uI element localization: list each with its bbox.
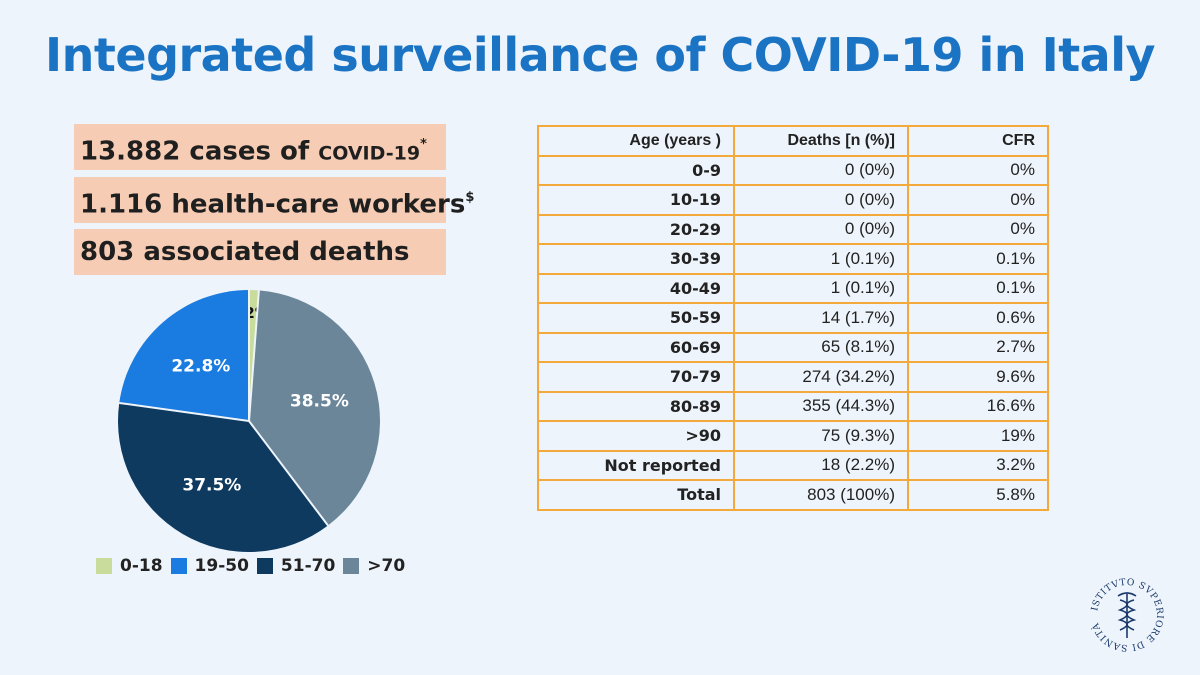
cell-cfr: 2.7% — [907, 331, 1049, 363]
legend-swatch — [170, 558, 187, 574]
pie-slice-51-70 — [117, 402, 328, 552]
cell-age: 50-59 — [537, 302, 735, 334]
table-row: >90 75 (9.3%) 19% — [537, 420, 1049, 452]
page-title: Integrated surveillance of COVID-19 in I… — [45, 28, 1155, 82]
cell-cfr: 0% — [907, 213, 1049, 245]
pie-separator — [119, 401, 250, 422]
cell-deaths: 18 (2.2%) — [733, 449, 909, 481]
cell-age: Not reported — [537, 449, 735, 481]
hcw-number: 1.116 — [80, 189, 163, 220]
cases-text: cases of — [189, 136, 310, 167]
table-row: Total 803 (100%) 5.8% — [537, 479, 1049, 511]
deaths-number: 803 — [80, 237, 135, 267]
cell-deaths: 274 (34.2%) — [733, 361, 909, 393]
cell-cfr: 19% — [907, 420, 1049, 452]
legend-item-51-70: 51-70 — [256, 556, 336, 576]
pie-separator — [248, 290, 260, 422]
iss-seal-logo: ISTITVTO SVPERIORE DI SANITÀ — [1089, 577, 1164, 653]
cell-cfr: 0% — [907, 154, 1049, 186]
cell-cfr: 0% — [907, 184, 1049, 216]
cell-age: 20-29 — [537, 213, 735, 245]
table-row: 0-9 0 (0%) 0% — [537, 154, 1049, 186]
cell-deaths: 0 (0%) — [733, 184, 909, 216]
cases-number: 13.882 — [80, 136, 181, 167]
legend-swatch — [256, 558, 273, 574]
table-row: 50-59 14 (1.7%) 0.6% — [537, 302, 1049, 334]
pie-label-19-50: 22.8% — [171, 357, 230, 377]
legend-item-19-50: 19-50 — [170, 556, 249, 576]
cell-deaths: 0 (0%) — [733, 213, 909, 245]
table-row: 30-39 1 (0.1%) 0.1% — [537, 243, 1049, 275]
legend-item-over-70: >70 — [343, 556, 405, 576]
cell-deaths: 14 (1.7%) — [733, 302, 909, 334]
cell-cfr: 16.6% — [907, 390, 1049, 422]
cell-age: Total — [537, 479, 735, 511]
table-row: 10-19 0 (0%) 0% — [537, 184, 1049, 216]
pie-legend: 0-18 19-50 51-70 >70 — [96, 556, 413, 576]
cell-cfr: 0.6% — [907, 302, 1049, 334]
cell-deaths: 803 (100%) — [733, 479, 909, 511]
pie-separator — [248, 420, 329, 527]
header-cfr: CFR — [907, 125, 1049, 157]
cell-deaths: 65 (8.1%) — [733, 331, 909, 363]
cell-cfr: 5.8% — [907, 479, 1049, 511]
header-deaths: Deaths [n (%)] — [733, 125, 909, 157]
pie-label-51-70: 37.5% — [182, 475, 241, 495]
legend-label: 19-50 — [194, 556, 249, 576]
legend-label: >70 — [367, 556, 406, 576]
cell-deaths: 1 (0.1%) — [733, 243, 909, 275]
table-row: 20-29 0 (0%) 0% — [537, 213, 1049, 245]
table-row: 60-69 65 (8.1%) 2.7% — [537, 331, 1049, 363]
age-pie-chart: 1.2%38.5%37.5%22.8% — [117, 290, 381, 552]
cell-age: 70-79 — [537, 361, 735, 393]
legend-item-0-18: 0-18 — [96, 556, 163, 576]
legend-label: 0-18 — [120, 556, 163, 576]
table-row: 40-49 1 (0.1%) 0.1% — [537, 272, 1049, 304]
legend-label: 51-70 — [280, 556, 336, 576]
cell-age: 60-69 — [537, 331, 735, 363]
deaths-stat: 803 associated deaths — [74, 229, 446, 275]
cell-age: 0-9 — [537, 154, 735, 186]
cell-deaths: 75 (9.3%) — [733, 420, 909, 452]
cases-suffix: COVID-19 — [318, 142, 421, 165]
table-row: 70-79 274 (34.2%) 9.6% — [537, 361, 1049, 393]
cell-cfr: 9.6% — [907, 361, 1049, 393]
table-header-row: Age (years ) Deaths [n (%)] CFR — [537, 125, 1049, 157]
cell-age: 30-39 — [537, 243, 735, 275]
cell-cfr: 0.1% — [907, 272, 1049, 304]
table-row: Not reported 18 (2.2%) 3.2% — [537, 449, 1049, 481]
cell-age: 10-19 — [537, 184, 735, 216]
deaths-text: associated deaths — [143, 237, 410, 267]
header-age: Age (years ) — [537, 125, 735, 157]
hcw-text: health-care workers — [171, 189, 466, 220]
pie-slice-over-70 — [249, 290, 381, 526]
legend-swatch — [343, 558, 360, 574]
cases-footnote-mark: * — [420, 137, 427, 152]
cell-age: >90 — [537, 420, 735, 452]
cell-cfr: 3.2% — [907, 449, 1049, 481]
hcw-footnote-mark: $ — [465, 190, 475, 205]
cell-age: 40-49 — [537, 272, 735, 304]
hcw-stat: 1.116 health-care workers$ — [74, 177, 474, 223]
cell-deaths: 0 (0%) — [733, 154, 909, 186]
cell-age: 80-89 — [537, 390, 735, 422]
cell-deaths: 355 (44.3%) — [733, 390, 909, 422]
legend-swatch — [96, 558, 112, 574]
deaths-cfr-table: Age (years ) Deaths [n (%)] CFR 0-9 0 (0%… — [537, 125, 1049, 511]
pie-label-over-70: 38.5% — [290, 391, 349, 411]
cell-cfr: 0.1% — [907, 243, 1049, 275]
caduceus-icon — [1117, 592, 1137, 638]
pie-slice-19-50 — [119, 290, 249, 421]
table-row: 80-89 355 (44.3%) 16.6% — [537, 390, 1049, 422]
cell-deaths: 1 (0.1%) — [733, 272, 909, 304]
cases-stat: 13.882 cases of COVID-19* — [74, 124, 446, 170]
